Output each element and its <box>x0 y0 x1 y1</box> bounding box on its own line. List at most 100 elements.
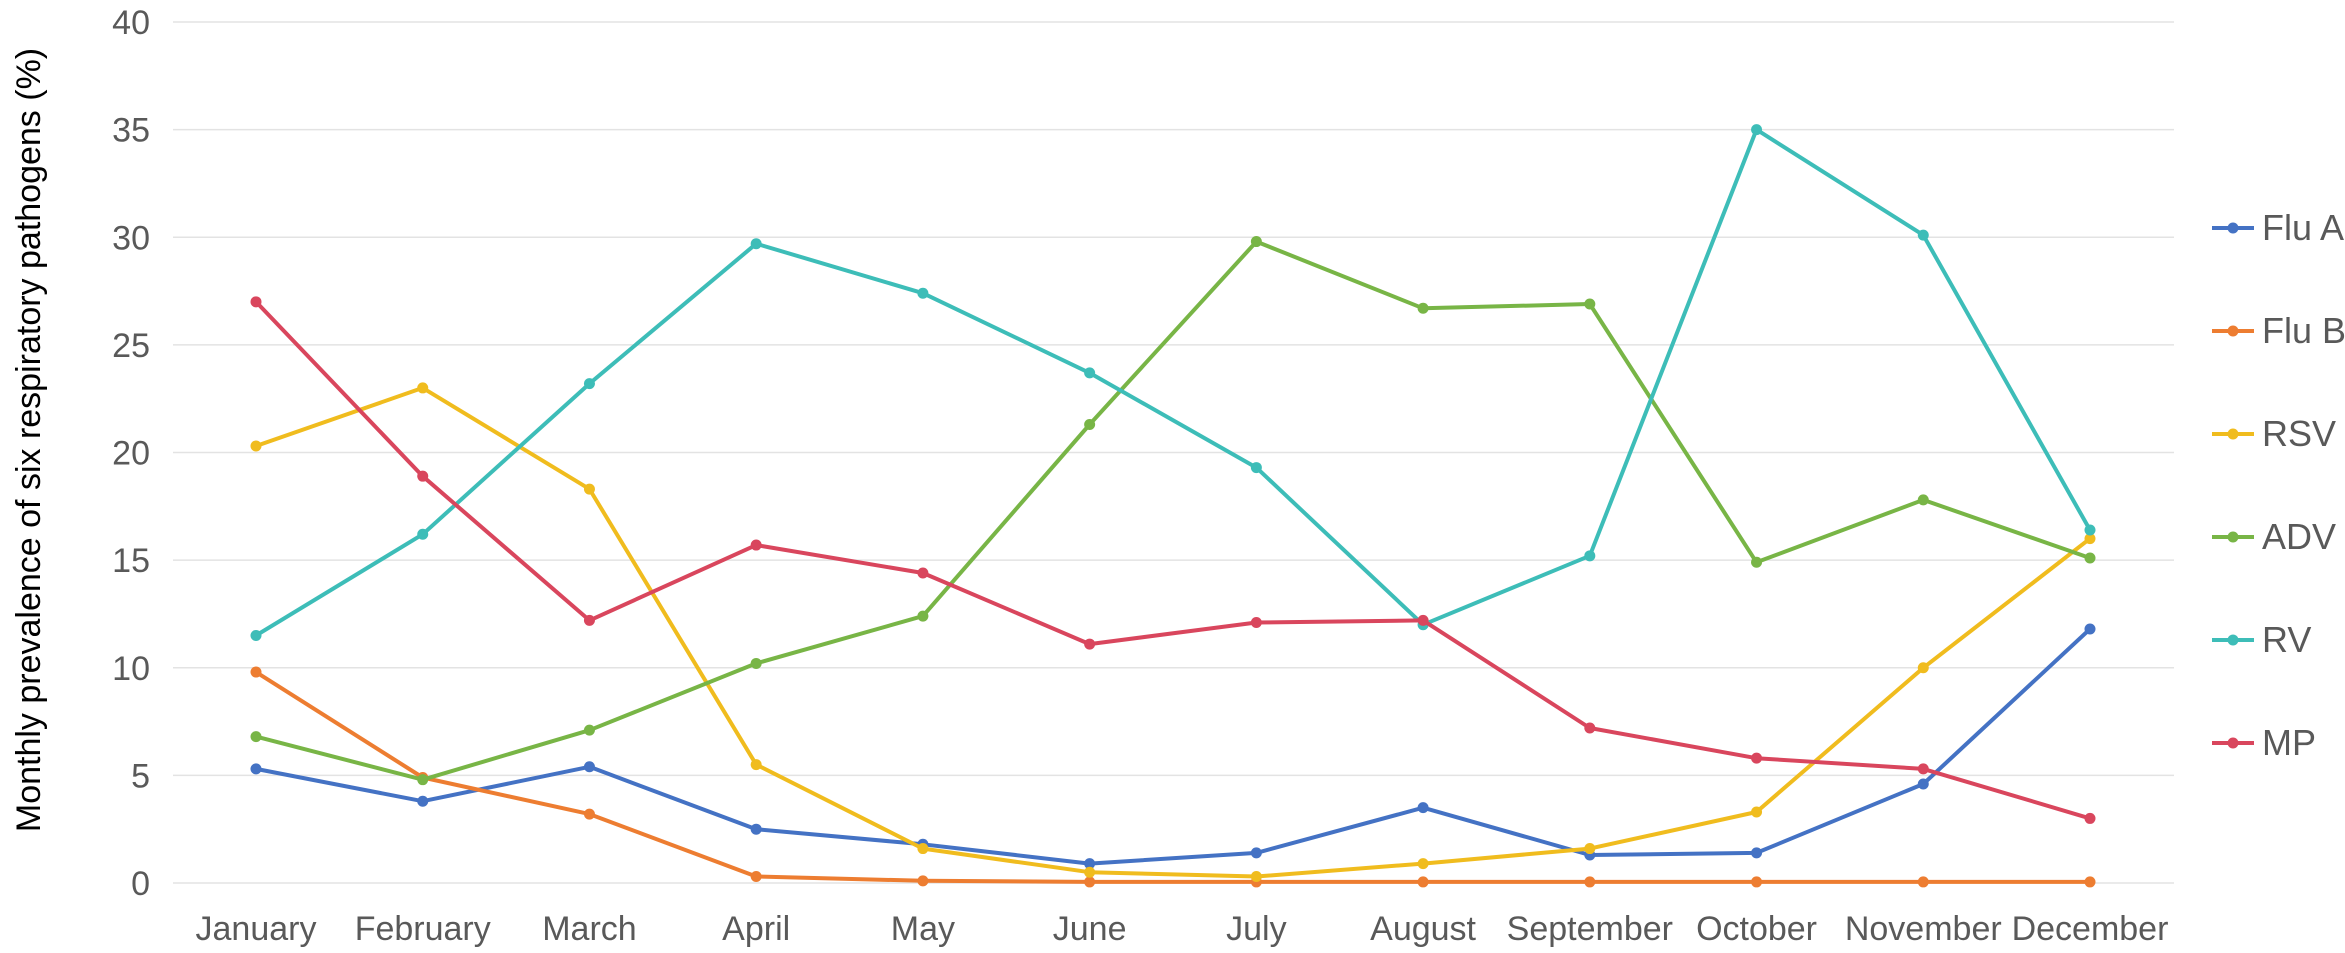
series-rsv <box>250 382 2096 883</box>
data-point <box>583 378 595 390</box>
legend-item: Flu A <box>2212 207 2344 248</box>
data-point <box>917 875 929 887</box>
data-point <box>583 483 595 495</box>
x-tick-label: February <box>355 910 491 948</box>
legend-label: Flu B <box>2262 310 2345 351</box>
y-tick-label: 15 <box>112 542 150 580</box>
series-line <box>254 670 2092 884</box>
data-point <box>250 440 262 452</box>
data-point <box>917 610 929 622</box>
data-point <box>1751 847 1763 859</box>
data-point <box>417 795 429 807</box>
data-point <box>1084 367 1096 379</box>
y-tick-label: 40 <box>112 4 150 42</box>
legend-item: MP <box>2212 722 2316 763</box>
data-point <box>1917 494 1929 506</box>
x-tick-label: March <box>542 910 636 948</box>
data-point <box>1584 843 1596 855</box>
legend-swatch-marker <box>2227 737 2239 749</box>
legend-label: RV <box>2262 619 2311 660</box>
legend-item: Flu B <box>2212 310 2345 351</box>
data-point <box>750 823 762 835</box>
data-point <box>1584 876 1596 888</box>
series-flu-b <box>250 666 2096 888</box>
x-tick-label: November <box>1845 910 2002 948</box>
data-point <box>1751 556 1763 568</box>
data-point <box>2084 812 2096 824</box>
data-point <box>250 629 262 641</box>
data-point <box>583 808 595 820</box>
data-point <box>1584 550 1596 562</box>
data-point <box>750 539 762 551</box>
data-point <box>1250 617 1262 629</box>
data-point <box>1584 722 1596 734</box>
legend: Flu A Flu B RSV ADV RV MP <box>2212 207 2345 763</box>
data-point <box>1917 778 1929 790</box>
y-tick-label: 20 <box>112 435 150 473</box>
data-point <box>1751 752 1763 764</box>
legend-label: RSV <box>2262 413 2336 454</box>
x-tick-label: April <box>722 910 790 948</box>
y-tick-label: 5 <box>131 757 150 795</box>
data-point <box>1917 229 1929 241</box>
data-point <box>1250 871 1262 883</box>
y-tick-label: 10 <box>112 650 150 688</box>
data-point <box>583 724 595 736</box>
data-point <box>750 657 762 669</box>
data-point <box>750 238 762 250</box>
x-tick-label: September <box>1507 910 1673 948</box>
x-tick-label: October <box>1696 910 1817 948</box>
data-point <box>917 287 929 299</box>
data-point <box>917 843 929 855</box>
legend-swatch-marker <box>2227 325 2239 337</box>
data-point <box>1084 876 1096 888</box>
legend-item: RV <box>2212 619 2311 660</box>
data-point <box>417 528 429 540</box>
data-point <box>250 296 262 308</box>
data-point <box>1917 876 1929 888</box>
gridlines <box>173 21 2174 884</box>
data-point <box>583 614 595 626</box>
legend-label: Flu A <box>2262 207 2344 248</box>
series-mp <box>250 296 2096 824</box>
data-point <box>1084 866 1096 878</box>
legend-swatch-marker <box>2227 634 2239 646</box>
data-point <box>1417 858 1429 870</box>
data-point <box>583 761 595 773</box>
legend-item: RSV <box>2212 413 2336 454</box>
data-point <box>1084 858 1096 870</box>
x-tick-label: August <box>1370 910 1476 948</box>
legend-item: ADV <box>2212 516 2336 557</box>
data-point <box>1584 298 1596 310</box>
x-tick-label: December <box>2012 910 2169 948</box>
series-flu-a <box>250 623 2096 870</box>
x-tick-label: July <box>1226 910 1286 948</box>
y-tick-label: 30 <box>112 219 150 257</box>
data-point <box>2084 552 2096 564</box>
y-tick-label: 25 <box>112 327 150 365</box>
y-axis-ticks: 0 5 10 15 20 25 30 35 40 <box>112 4 150 903</box>
data-point <box>1751 124 1763 136</box>
x-axis-ticks: January February March April May June July Augu… <box>196 910 2169 948</box>
data-point <box>417 774 429 786</box>
series-line <box>254 127 2092 638</box>
series-adv <box>250 236 2096 786</box>
data-point <box>417 382 429 394</box>
data-point <box>250 731 262 743</box>
data-point <box>1917 662 1929 674</box>
data-point <box>1084 419 1096 431</box>
legend-swatch-marker <box>2227 428 2239 440</box>
series-line <box>254 239 2092 782</box>
legend-label: ADV <box>2262 516 2336 557</box>
y-tick-label: 35 <box>112 112 150 150</box>
data-point <box>2084 876 2096 888</box>
data-point <box>1417 802 1429 814</box>
data-point <box>1417 876 1429 888</box>
data-point <box>750 871 762 883</box>
series-line <box>254 385 2092 879</box>
x-tick-label: May <box>891 910 955 948</box>
legend-label: MP <box>2262 722 2316 763</box>
data-point <box>1250 847 1262 859</box>
x-tick-label: June <box>1053 910 1127 948</box>
